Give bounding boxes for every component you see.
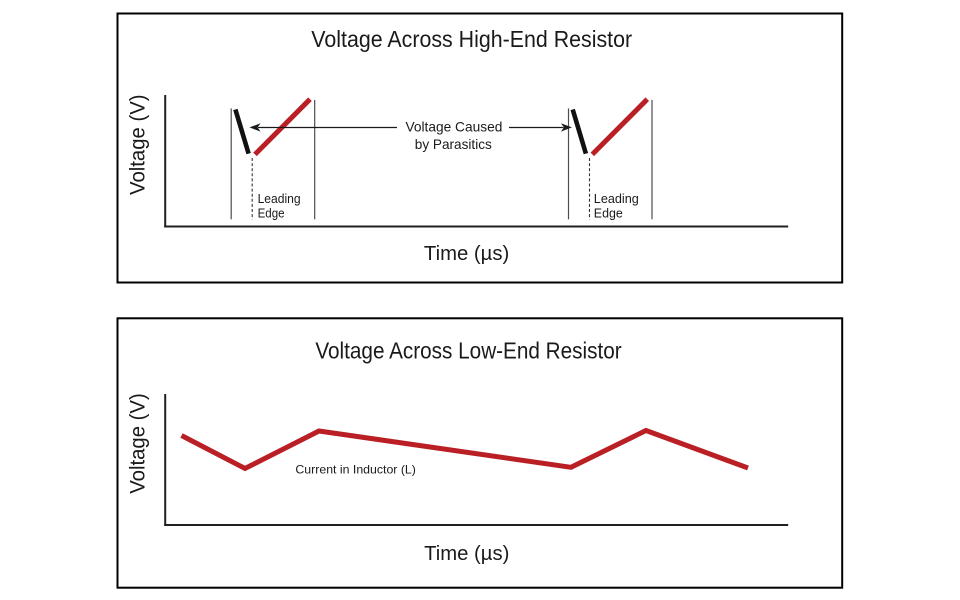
- svg-text:Voltage Caused: Voltage Caused: [405, 119, 502, 135]
- svg-text:Voltage Across High-End Resist: Voltage Across High-End Resistor: [311, 26, 632, 52]
- svg-text:Time (µs): Time (µs): [424, 543, 509, 565]
- svg-text:Leading: Leading: [594, 191, 639, 206]
- svg-text:Current in Inductor (L): Current in Inductor (L): [295, 463, 416, 477]
- svg-text:Edge: Edge: [594, 205, 623, 220]
- svg-text:Voltage Across Low-End Resisto: Voltage Across Low-End Resistor: [315, 337, 622, 363]
- svg-text:Time (µs): Time (µs): [424, 243, 509, 265]
- svg-text:Leading: Leading: [258, 191, 301, 206]
- svg-text:Voltage (V): Voltage (V): [127, 393, 150, 494]
- svg-text:Edge: Edge: [258, 205, 285, 220]
- svg-text:Voltage (V): Voltage (V): [127, 94, 150, 195]
- svg-text:by Parasitics: by Parasitics: [415, 136, 492, 152]
